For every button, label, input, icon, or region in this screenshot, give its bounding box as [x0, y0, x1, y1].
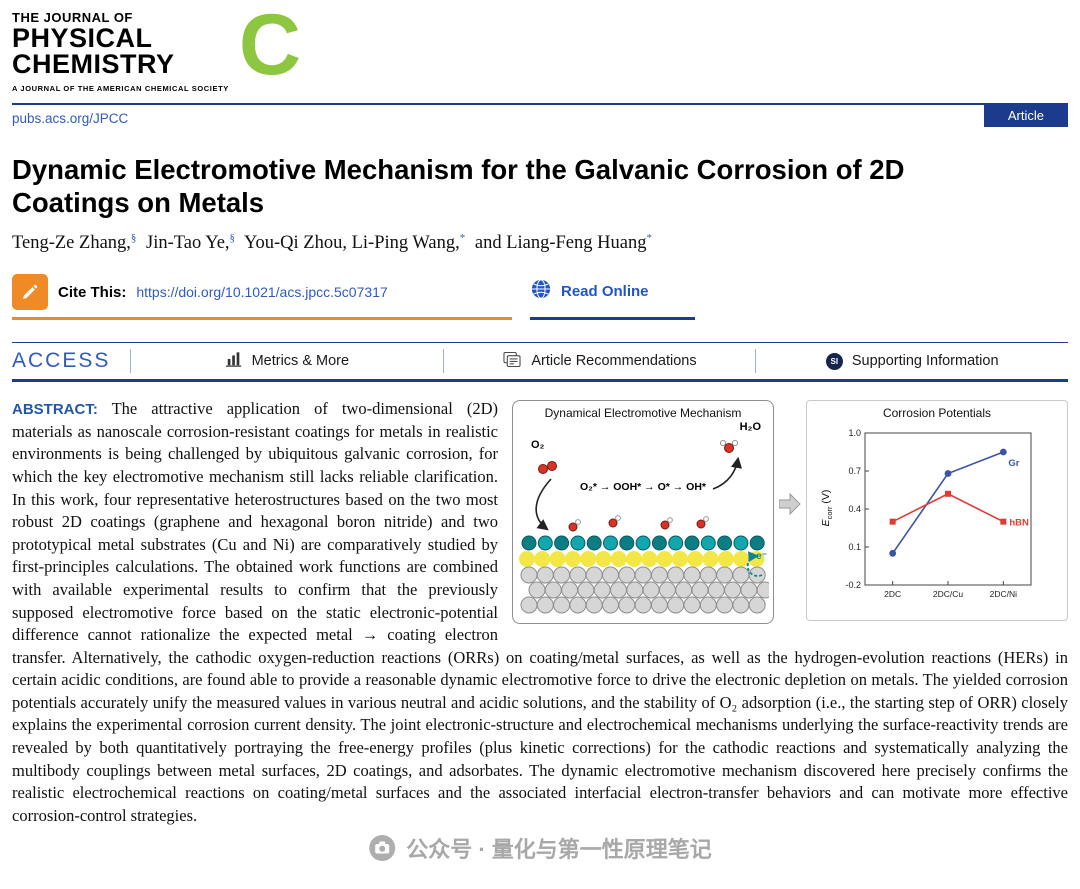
abstract-body: The attractive application of two-dimens…	[12, 399, 1068, 825]
read-online-label: Read Online	[561, 283, 649, 301]
chart-y-axis-label: Ecorr (V)	[820, 468, 834, 548]
access-link[interactable]: ACCESS	[12, 349, 111, 373]
doi-link[interactable]: https://doi.org/10.1021/acs.jpcc.5c07317	[136, 284, 388, 301]
header-rule-bar: pubs.acs.org/JPCC Article	[12, 102, 1068, 127]
svg-text:2DC: 2DC	[884, 589, 901, 599]
ylabel-symbol: E	[820, 519, 832, 527]
supporting-information-label: Supporting Information	[851, 353, 999, 370]
mechanism-panel: Dynamical Electromotive Mechanism O₂ H₂O…	[512, 400, 774, 625]
journal-masthead: THE JOURNAL OF PHYSICAL CHEMISTRY A JOUR…	[12, 0, 1068, 93]
supporting-information-link[interactable]: SI Supporting Information	[755, 349, 1068, 374]
corrosion-potentials-panel: Corrosion Potentials Ecorr (V) 1.0 0.7 0.4…	[806, 400, 1068, 622]
metrics-and-more-link[interactable]: Metrics & More	[130, 349, 443, 374]
h2o-label: H₂O	[739, 421, 761, 434]
graphical-abstract: Dynamical Electromotive Mechanism O₂ H₂O…	[512, 400, 1068, 625]
article-type-badge: Article	[983, 104, 1068, 127]
article-recommendations-link[interactable]: Article Recommendations	[442, 349, 756, 374]
chart-area: Ecorr (V) 1.0 0.7 0.4 0.1 -0.2 2DC 2DC/Cu 2DC/N…	[820, 423, 1063, 616]
svg-text:1.0: 1.0	[848, 428, 861, 438]
atomic-lattice-graphic	[519, 440, 774, 614]
author-name: Teng-Ze Zhang,	[12, 233, 131, 254]
author-name: and Liang-Feng Huang	[474, 233, 647, 254]
journal-name-top: THE JOURNAL OF	[12, 10, 133, 25]
author-name: You-Qi Zhou, Li-Ping Wang,	[244, 233, 460, 254]
supporting-information-icon: SI	[825, 352, 843, 370]
cite-row: Cite This: https://doi.org/10.1021/acs.j…	[12, 274, 1068, 321]
read-online-section[interactable]: Read Online	[530, 278, 695, 321]
svg-text:Gr: Gr	[1008, 458, 1019, 469]
corrosion-potentials-chart: 1.0 0.7 0.4 0.1 -0.2 2DC 2DC/Cu 2DC/Ni Gr hBN	[845, 428, 1032, 599]
author-affiliation-mark: §	[130, 232, 137, 244]
author-affiliation-mark: §	[229, 232, 236, 244]
journal-name-chemistry: CHEMISTRY	[12, 49, 175, 80]
globe-icon	[530, 278, 552, 305]
panel-transition-arrow-icon	[778, 492, 801, 521]
svg-text:0.7: 0.7	[848, 466, 861, 476]
recommendations-pages-icon	[502, 351, 522, 372]
journal-name-physical: PHYSICAL	[12, 23, 153, 53]
ylabel-subscript: corr	[825, 506, 835, 520]
author: and Liang-Feng Huang*	[474, 232, 652, 254]
camera-icon	[368, 834, 396, 862]
journal-name-block: THE JOURNAL OF PHYSICAL CHEMISTRY A JOUR…	[12, 10, 229, 93]
abstract-text: ABSTRACT: The attractive application of …	[12, 398, 1068, 827]
author: You-Qi Zhou, Li-Ping Wang,*	[244, 232, 466, 254]
mechanism-diagram: O₂ H₂O O₂* → OOH* → O* → OH* e⁻	[517, 421, 774, 619]
metrics-label: Metrics & More	[251, 353, 350, 370]
author: Teng-Ze Zhang,§	[12, 232, 137, 254]
ylabel-unit: (V)	[820, 489, 832, 504]
abstract-section: Dynamical Electromotive Mechanism O₂ H₂O…	[12, 398, 1068, 827]
cite-this-section: Cite This: https://doi.org/10.1021/acs.j…	[12, 274, 512, 321]
svg-text:-0.2: -0.2	[845, 580, 861, 590]
watermark-text: 公众号 · 量化与第一性原理笔记	[406, 837, 712, 862]
svg-text:0.1: 0.1	[848, 542, 861, 552]
journal-url-link[interactable]: pubs.acs.org/JPCC	[12, 110, 129, 126]
svg-text:2DC/Ni: 2DC/Ni	[990, 589, 1018, 599]
svg-text:2DC/Cu: 2DC/Cu	[933, 589, 964, 599]
recommendations-label: Article Recommendations	[531, 353, 697, 370]
svg-text:0.4: 0.4	[848, 504, 861, 514]
authors-line: Teng-Ze Zhang,§ Jin-Tao Ye,§ You-Qi Zhou…	[12, 232, 1068, 254]
abstract-label: ABSTRACT:	[12, 401, 98, 419]
o2-label: O₂	[531, 439, 545, 452]
author: Jin-Tao Ye,§	[146, 232, 236, 254]
article-title: Dynamic Electromotive Mechanism for the …	[12, 153, 905, 219]
chart-title: Corrosion Potentials	[882, 406, 992, 421]
mechanism-title: Dynamical Electromotive Mechanism	[544, 406, 742, 421]
author-name: Jin-Tao Ye,	[146, 233, 230, 254]
reaction-chain-label: O₂* → OOH* → O* → OH*	[579, 481, 707, 494]
svg-text:hBN: hBN	[1009, 518, 1029, 529]
society-line: A JOURNAL OF THE AMERICAN CHEMICAL SOCIE…	[12, 83, 229, 93]
cite-pencil-icon[interactable]	[12, 274, 48, 311]
watermark: 公众号 · 量化与第一性原理笔记	[368, 832, 712, 864]
access-bar: ACCESS Metrics & More Article Recommenda…	[12, 342, 1068, 383]
corresponding-author-mark: *	[459, 232, 466, 244]
cite-this-label: Cite This:	[58, 283, 127, 301]
journal-letter-c-logo: C	[238, 0, 301, 93]
metrics-bar-chart-icon	[225, 351, 243, 371]
corresponding-author-mark: *	[646, 232, 652, 244]
electron-label: e⁻	[756, 551, 767, 563]
